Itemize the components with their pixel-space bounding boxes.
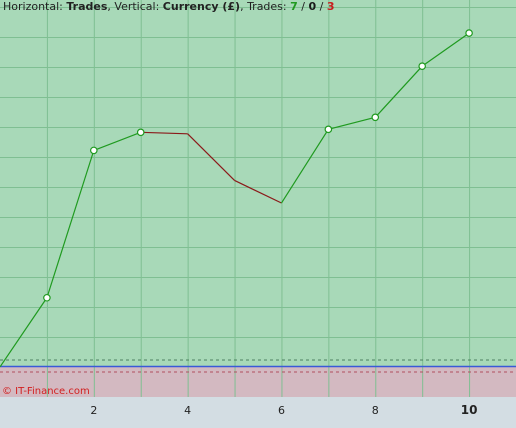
series-segment — [93, 131, 141, 151]
x-tick-label: 10 — [461, 403, 478, 417]
data-point — [43, 293, 51, 302]
x-tick-label: 4 — [184, 404, 191, 417]
series-segment — [140, 131, 188, 135]
horizontal-label: Horizontal: — [3, 0, 63, 13]
breakeven-count: 0 — [308, 0, 316, 13]
horizontal-value: Trades — [66, 0, 107, 13]
watermark-text: © IT-Finance.com — [2, 386, 90, 397]
equity-series — [0, 29, 473, 368]
series-segment — [374, 65, 423, 118]
slash: / — [316, 0, 327, 13]
series-segment — [328, 116, 376, 130]
x-tick-label: 6 — [278, 404, 285, 417]
chart-header: Horizontal: Trades, Vertical: Currency (… — [3, 0, 335, 13]
series-segment — [421, 32, 470, 67]
series-segment — [0, 297, 48, 368]
series-segment — [234, 179, 282, 204]
data-point — [465, 29, 473, 37]
data-point — [371, 113, 380, 122]
x-tick-label: 2 — [90, 404, 97, 417]
slash: / — [298, 0, 309, 13]
data-point — [90, 146, 98, 155]
data-point — [136, 128, 145, 137]
series-segment — [280, 129, 329, 204]
vertical-value: Currency (£) — [163, 0, 240, 13]
trades-label: , Trades: — [240, 0, 287, 13]
grid-lines — [0, 0, 516, 397]
x-axis-band — [0, 397, 516, 428]
series-segment — [46, 150, 95, 298]
loss-zone — [0, 366, 516, 397]
x-tick-label: 8 — [372, 404, 379, 417]
x-axis-ticks: 2 4 6 8 10 — [90, 403, 477, 417]
losses-count: 3 — [327, 0, 335, 13]
separator: , — [107, 0, 114, 13]
series-segment — [187, 133, 235, 181]
wins-count: 7 — [290, 0, 298, 13]
vertical-label: Vertical: — [114, 0, 159, 13]
data-point — [418, 62, 426, 70]
data-point — [324, 125, 333, 134]
